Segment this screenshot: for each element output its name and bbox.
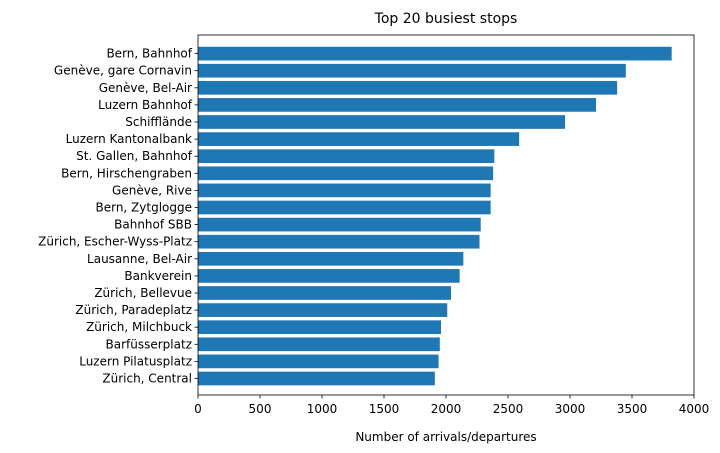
- bar: [198, 269, 460, 283]
- y-tick-label: Bankverein: [124, 269, 192, 283]
- y-tick-label: St. Gallen, Bahnhof: [76, 149, 193, 163]
- y-tick-label: Zürich, Escher-Wyss-Platz: [38, 235, 192, 249]
- bar: [198, 286, 451, 300]
- x-tick-label: 3000: [555, 402, 586, 416]
- y-tick-label: Genève, Rive: [112, 183, 192, 197]
- y-tick-label: Barfüsserplatz: [106, 337, 192, 351]
- x-tick-label: 4000: [679, 402, 710, 416]
- bar: [198, 98, 597, 112]
- bar: [198, 63, 626, 78]
- bar: [198, 371, 435, 386]
- bar: [198, 217, 481, 232]
- y-tick-label: Bern, Bahnhof: [106, 47, 192, 61]
- y-tick-label: Genève, gare Cornavin: [54, 64, 192, 78]
- y-tick-label: Schifflände: [125, 115, 192, 129]
- bar: [198, 115, 566, 129]
- bar: [198, 337, 440, 352]
- y-tick-label: Zürich, Central: [102, 372, 192, 386]
- bar: [198, 149, 495, 164]
- y-tick-label: Bern, Zytglogge: [95, 201, 192, 215]
- bar: [198, 354, 439, 369]
- x-tick-label: 500: [249, 402, 272, 416]
- y-tick-label: Luzern Pilatusplatz: [79, 354, 192, 368]
- y-tick-label: Luzern Bahnhof: [98, 98, 193, 112]
- x-axis-ticks: 0 500 1000 1500 2000 2500 3000 3500 4000: [194, 395, 709, 416]
- bar: [198, 166, 494, 181]
- y-axis-ticks: Bern, Bahnhof Genève, gare Cornavin Genève…: [38, 47, 198, 386]
- bar: [198, 132, 520, 146]
- bar: [198, 320, 442, 335]
- y-tick-label: Bern, Hirschengraben: [61, 166, 192, 180]
- y-tick-label: Genève, Bel-Air: [99, 81, 192, 95]
- x-tick-label: 2500: [493, 402, 524, 416]
- y-tick-label: Zürich, Bellevue: [94, 286, 192, 300]
- y-tick-label: Zürich, Milchbuck: [86, 320, 192, 334]
- bar: [198, 80, 618, 95]
- x-tick-label: 1000: [307, 402, 338, 416]
- x-tick-label: 0: [194, 402, 202, 416]
- bar: [198, 46, 672, 61]
- bar: [198, 183, 491, 198]
- bars-group: [198, 46, 672, 386]
- bar: [198, 303, 448, 317]
- bar: [198, 200, 491, 215]
- x-tick-label: 2000: [431, 402, 462, 416]
- y-tick-label: Bahnhof SBB: [114, 218, 192, 232]
- y-tick-label: Zürich, Paradeplatz: [75, 303, 192, 317]
- bar: [198, 234, 480, 249]
- y-tick-label: Luzern Kantonalbank: [66, 132, 192, 146]
- bar: [198, 251, 464, 266]
- plot-frame: [197, 34, 695, 396]
- x-tick-label: 1500: [369, 402, 400, 416]
- chart-title: Top 20 busiest stops: [374, 11, 518, 27]
- y-tick-label: Lausanne, Bel-Air: [87, 252, 192, 266]
- x-tick-label: 3500: [617, 402, 648, 416]
- x-axis-label: Number of arrivals/departures: [355, 430, 536, 444]
